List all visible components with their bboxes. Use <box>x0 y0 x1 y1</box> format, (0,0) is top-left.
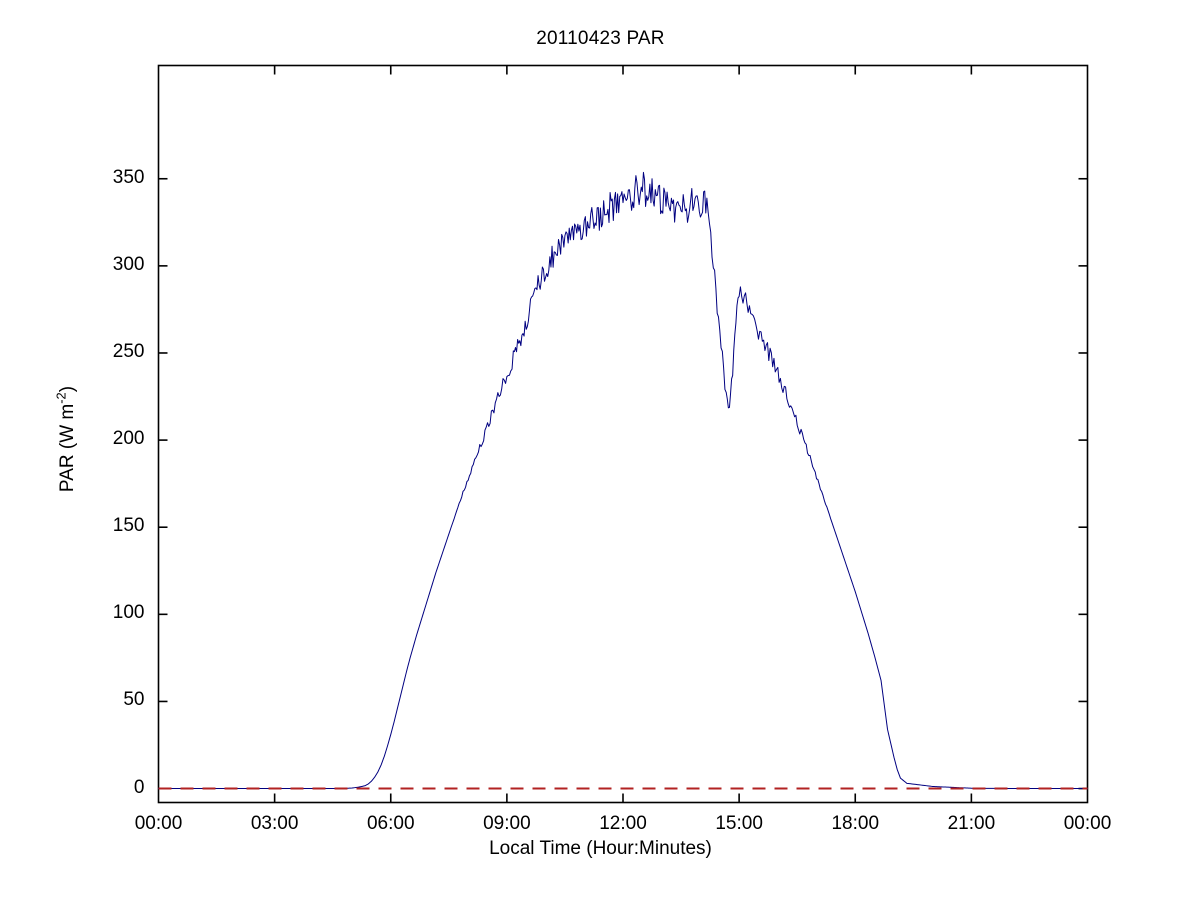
axes-frame <box>157 64 1089 804</box>
data-series <box>158 171 1088 790</box>
y-tick-label-350: 350 <box>112 166 145 188</box>
x-tick-label-8: 00:00 <box>1063 812 1112 834</box>
x-tick-label-0: 00:00 <box>134 812 183 834</box>
x-tick-label-5: 15:00 <box>715 812 763 834</box>
x-tick-label-6: 18:00 <box>831 812 880 834</box>
series-PAR <box>158 171 1088 790</box>
axes-box-rect <box>157 64 1089 804</box>
x-axis-label: Local Time (Hour:Minutes) <box>489 838 712 859</box>
y-tick-label-250: 250 <box>112 340 145 362</box>
y-tick-label-200: 200 <box>112 428 145 450</box>
y-tick-label-300: 300 <box>112 253 145 275</box>
x-tick-label-1: 03:00 <box>250 812 299 834</box>
y-tick-label-0: 0 <box>133 776 145 798</box>
x-tick-label-4: 12:00 <box>599 812 647 834</box>
x-tick-label-3: 09:00 <box>483 812 531 834</box>
y-tick-label-100: 100 <box>112 602 145 624</box>
chart-title: 20110423 PAR <box>536 28 665 49</box>
x-tick-label-7: 21:00 <box>947 812 996 834</box>
x-tick-label-2: 06:00 <box>366 812 415 834</box>
axis-ticks <box>158 65 1088 803</box>
y-tick-label-50: 50 <box>123 689 145 711</box>
y-tick-label-150: 150 <box>112 515 145 537</box>
